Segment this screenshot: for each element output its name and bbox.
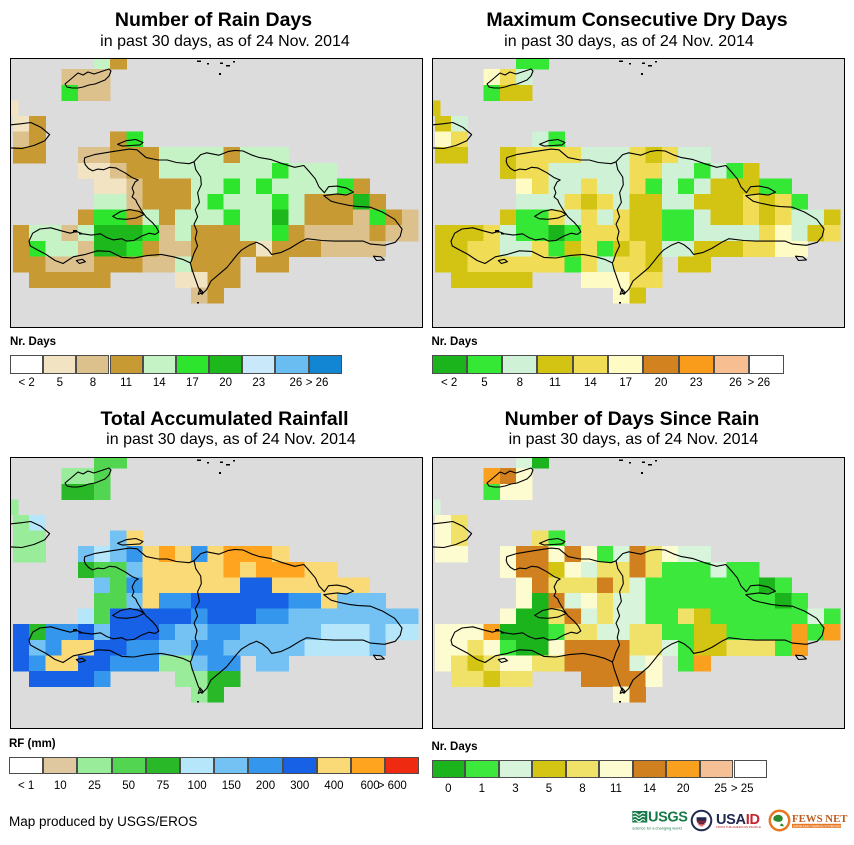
svg-text:FEWS NET: FEWS NET: [792, 813, 848, 825]
svg-text:USGS: USGS: [648, 810, 688, 826]
svg-text:FAMINE EARLY WARNING SYSTEM NE: FAMINE EARLY WARNING SYSTEM NETWORK: [793, 825, 848, 828]
svg-text:USAID: USAID: [716, 812, 760, 828]
svg-text:FROM THE AMERICAN PEOPLE: FROM THE AMERICAN PEOPLE: [716, 825, 761, 829]
svg-text:science for a changing world: science for a changing world: [632, 826, 681, 831]
